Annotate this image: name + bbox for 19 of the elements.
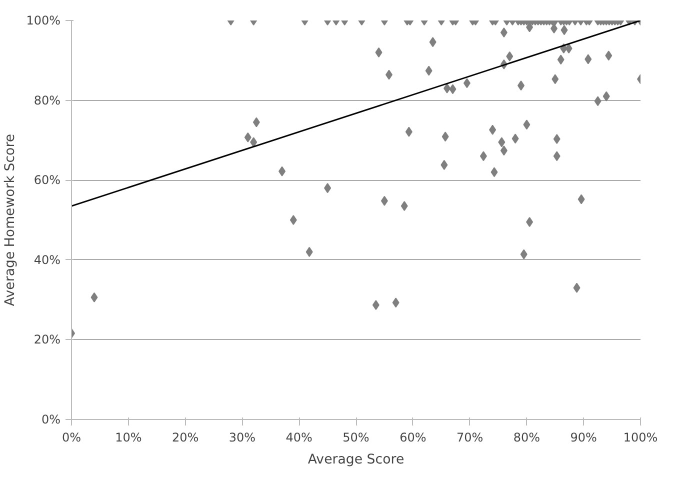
y-tick-label: 80% xyxy=(34,93,60,108)
x-tick-label: 90% xyxy=(570,430,597,444)
y-tick-label: 60% xyxy=(34,173,60,188)
x-tick-label: 20% xyxy=(172,430,199,444)
x-tick-label: 0% xyxy=(62,430,82,444)
y-tick-label: 0% xyxy=(41,412,61,426)
x-tick-label: 70% xyxy=(456,430,484,444)
x-tick-label: 50% xyxy=(342,430,370,444)
x-tick-label: 100% xyxy=(623,430,658,444)
x-tick-label: 80% xyxy=(513,430,540,444)
x-tick-label: 30% xyxy=(228,430,256,444)
x-tick-label: 60% xyxy=(400,430,426,444)
y-tick-label: 40% xyxy=(34,252,60,267)
x-tick-label: 10% xyxy=(115,430,142,444)
x-tick-label: 40% xyxy=(286,430,312,444)
y-tick-label: 20% xyxy=(34,332,60,347)
x-axis-title: Average Score xyxy=(308,452,404,468)
y-axis-title: Average Homework Score xyxy=(3,134,18,306)
y-tick-label: 100% xyxy=(26,14,61,28)
